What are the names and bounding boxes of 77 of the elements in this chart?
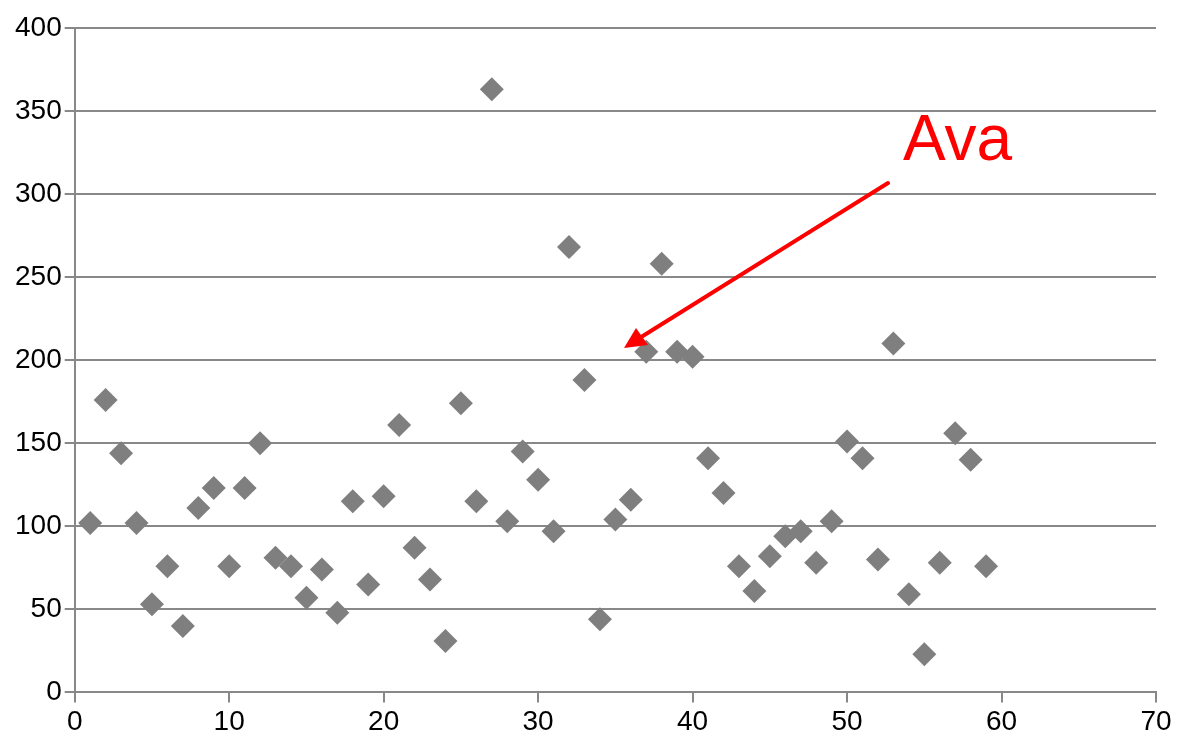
x-tick-label: 70	[1140, 704, 1172, 736]
point	[340, 489, 365, 514]
point	[865, 547, 890, 572]
point	[958, 447, 983, 472]
point	[325, 600, 350, 625]
point	[912, 642, 937, 667]
point	[495, 509, 520, 534]
point	[541, 519, 566, 544]
point	[356, 572, 381, 597]
point	[773, 524, 798, 549]
point	[464, 489, 489, 514]
point	[510, 439, 535, 464]
x-tick-label: 40	[677, 704, 709, 736]
point	[927, 550, 952, 575]
point	[711, 481, 736, 506]
point	[139, 592, 164, 617]
point	[124, 510, 149, 535]
point	[557, 235, 582, 260]
x-tick-label: 20	[368, 704, 400, 736]
x-tick-label: 30	[522, 704, 554, 736]
point	[618, 487, 643, 512]
point	[850, 446, 875, 471]
point	[835, 429, 860, 454]
point	[665, 339, 690, 364]
y-tick-label: 300	[15, 176, 62, 208]
y-tick-label: 250	[15, 259, 62, 291]
point	[479, 77, 504, 102]
y-tick-label: 100	[15, 508, 62, 540]
point	[726, 554, 751, 579]
point	[418, 567, 442, 592]
point	[804, 550, 829, 575]
point	[943, 421, 968, 446]
y-tick-label: 0	[46, 675, 62, 707]
point	[201, 476, 226, 501]
y-tick-label: 400	[15, 10, 62, 42]
point	[78, 510, 103, 535]
y-tick-label: 350	[15, 93, 62, 125]
point	[387, 412, 412, 437]
point	[371, 484, 396, 509]
point	[93, 387, 118, 412]
point	[278, 554, 303, 579]
point	[896, 582, 921, 607]
point	[155, 554, 180, 579]
x-tick-label: 50	[831, 704, 863, 736]
y-tick-label: 200	[15, 342, 62, 374]
point	[680, 344, 705, 369]
point	[294, 585, 319, 610]
point	[232, 476, 257, 501]
point	[217, 554, 242, 579]
annotation: Ava	[903, 102, 1013, 174]
point	[974, 554, 999, 579]
point	[788, 519, 813, 544]
point	[309, 557, 334, 582]
point	[402, 535, 427, 560]
point	[248, 431, 273, 456]
point	[433, 628, 458, 653]
point	[263, 545, 288, 570]
point	[649, 251, 674, 276]
x-tick-label: 0	[66, 704, 83, 736]
point	[881, 331, 906, 356]
point	[819, 509, 844, 534]
point	[696, 446, 721, 471]
x-tick-label: 10	[213, 704, 245, 736]
point	[587, 607, 612, 632]
y-tick-label: 50	[30, 592, 62, 624]
point	[603, 507, 628, 532]
point	[634, 339, 659, 364]
point	[742, 579, 767, 604]
point	[109, 441, 134, 466]
point	[572, 368, 597, 393]
x-tick-label: 60	[985, 704, 1018, 736]
point	[186, 495, 211, 520]
y-tick-label: 150	[15, 425, 62, 457]
point	[757, 544, 782, 569]
point	[170, 613, 195, 638]
point	[526, 467, 551, 492]
point	[448, 391, 473, 416]
